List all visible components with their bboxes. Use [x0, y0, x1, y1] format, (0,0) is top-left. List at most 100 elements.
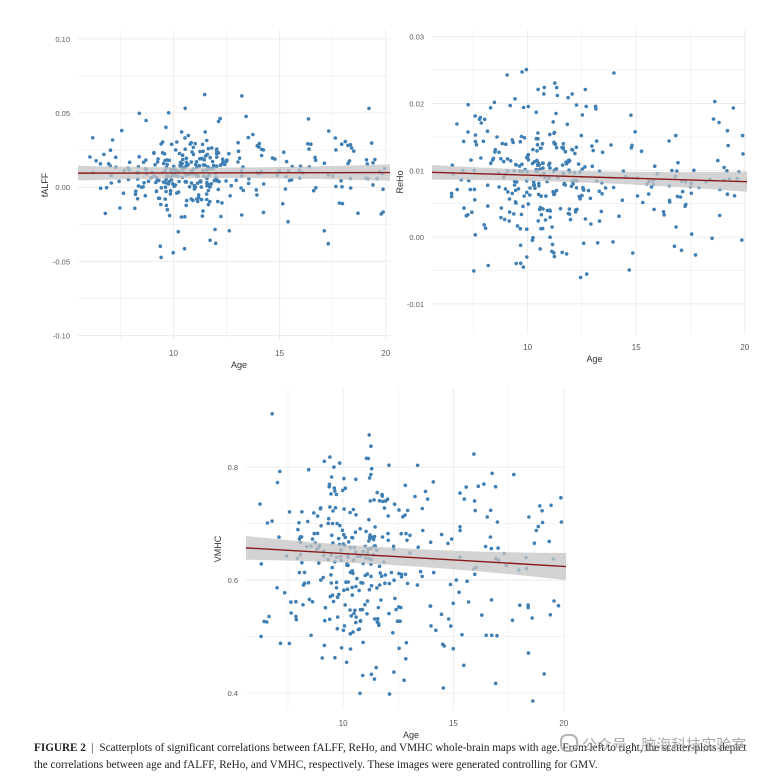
data-point — [462, 497, 467, 501]
data-point — [329, 581, 334, 585]
data-point — [278, 469, 282, 474]
data-point — [375, 490, 380, 495]
data-point — [173, 148, 178, 152]
data-point — [309, 633, 313, 638]
data-point — [339, 646, 344, 650]
data-point — [366, 456, 371, 461]
data-point — [423, 489, 428, 494]
data-point — [391, 544, 396, 549]
data-point — [159, 186, 164, 190]
x-tick-label: 15 — [449, 719, 458, 728]
data-point — [554, 145, 559, 150]
data-point — [184, 180, 189, 184]
data-point — [281, 202, 285, 206]
y-tick-label: 0.01 — [409, 166, 424, 175]
data-point — [369, 444, 373, 449]
data-point — [118, 206, 122, 210]
data-point — [179, 215, 184, 219]
data-point — [415, 583, 420, 587]
data-point — [121, 191, 126, 195]
data-point — [570, 148, 575, 152]
data-point — [653, 164, 657, 168]
data-point — [337, 201, 342, 205]
data-point — [462, 206, 466, 210]
data-point — [216, 151, 221, 155]
data-point — [392, 670, 396, 674]
data-point — [199, 185, 204, 189]
data-point — [289, 611, 294, 615]
data-point — [675, 169, 679, 173]
data-point — [670, 168, 674, 173]
regression-line — [431, 171, 748, 183]
data-point — [537, 181, 541, 186]
data-point — [353, 530, 358, 534]
data-point — [689, 232, 694, 236]
data-point — [341, 628, 346, 633]
data-point — [382, 506, 387, 510]
data-point — [376, 605, 381, 610]
data-point — [211, 163, 216, 168]
data-point — [528, 186, 532, 190]
data-point — [182, 246, 187, 251]
data-point — [220, 157, 225, 162]
data-point — [397, 508, 401, 512]
data-point — [565, 122, 570, 127]
data-point — [372, 498, 376, 502]
data-point — [318, 507, 323, 511]
data-point — [464, 485, 469, 489]
data-point — [261, 210, 266, 215]
data-point — [183, 106, 187, 111]
data-point — [513, 97, 517, 101]
data-point — [473, 233, 478, 237]
data-point — [386, 538, 391, 543]
data-point — [342, 476, 346, 481]
data-point — [405, 508, 410, 513]
data-point — [413, 494, 417, 499]
data-point — [278, 641, 283, 646]
data-point — [346, 563, 350, 568]
data-point — [570, 92, 574, 96]
data-point — [194, 160, 199, 164]
data-point — [667, 200, 672, 204]
data-point — [476, 484, 481, 489]
data-point — [323, 605, 328, 610]
data-point — [732, 194, 737, 198]
data-point — [458, 528, 462, 533]
data-point — [485, 515, 490, 519]
data-point — [359, 580, 363, 585]
data-point — [490, 158, 495, 162]
data-point — [543, 218, 548, 222]
data-point — [518, 139, 523, 144]
data-point — [213, 227, 217, 232]
data-point — [505, 157, 510, 161]
data-point — [548, 215, 552, 220]
data-point — [358, 527, 363, 531]
data-point — [380, 499, 385, 504]
data-point — [542, 672, 546, 676]
data-point — [520, 70, 524, 74]
data-point — [418, 569, 423, 574]
data-point — [725, 169, 729, 173]
data-point — [164, 125, 168, 130]
data-point — [428, 604, 433, 608]
data-point — [334, 492, 339, 497]
data-point — [526, 651, 531, 655]
data-point — [375, 586, 379, 590]
data-point — [429, 624, 433, 628]
data-point — [197, 163, 202, 168]
data-point — [313, 158, 318, 163]
regression-line — [77, 171, 391, 174]
data-point — [473, 572, 477, 577]
data-point — [329, 475, 334, 479]
data-point — [287, 641, 292, 646]
data-point — [474, 143, 479, 147]
data-point — [297, 521, 301, 525]
data-point — [227, 151, 231, 156]
data-point — [239, 186, 243, 190]
data-point — [525, 227, 529, 231]
data-point — [420, 506, 425, 511]
data-point — [661, 210, 666, 214]
data-point — [404, 531, 408, 536]
data-point — [489, 546, 494, 551]
data-point — [321, 575, 326, 580]
